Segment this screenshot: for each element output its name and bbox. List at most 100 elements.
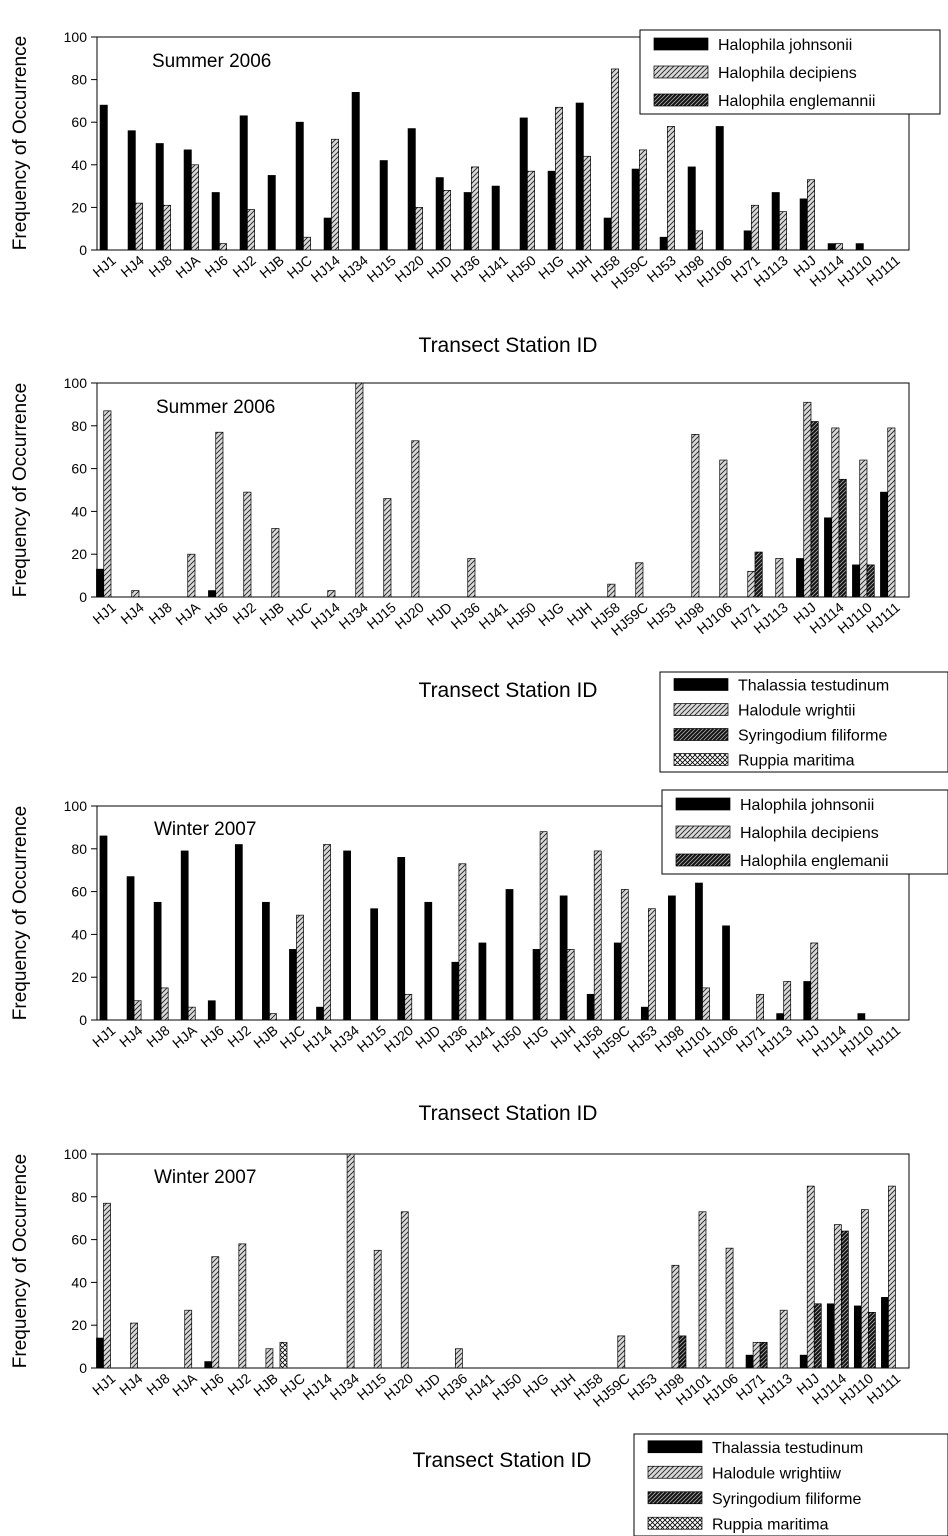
bar-solid [262,901,270,1021]
x-tick-label: HJ4 [118,252,148,280]
bar-solid [799,198,808,251]
bar-hatch-light [467,558,476,598]
x-tick-label: HJG [520,1022,552,1052]
y-tick-label: 0 [79,242,87,258]
bar-solid [796,558,805,598]
bar-hatch-light [160,987,169,1021]
bar-solid [239,115,248,251]
y-axis-label: Frequency of Occurrence [10,36,31,250]
bar-solid [435,177,444,251]
bar-hatch-light [779,1309,788,1369]
chart-panel-1: 0 20 40 60 80 100 Frequency of Occurrence Summe… [10,29,941,357]
bar-hatch-light [471,166,479,251]
legend-label: Thalassia testudinum [712,1440,863,1457]
y-tick-label: 80 [71,841,87,857]
bar-hatch-light [691,434,700,598]
bar-hatch-light [163,204,171,251]
x-tick-label: HJ41 [476,252,511,285]
x-tick-label: HJ1 [90,599,120,627]
bar-solid [745,1354,754,1369]
x-tick-label: HJ36 [448,252,483,285]
bar-hatch-dark [866,564,875,598]
bar-hatch-dark [759,1341,768,1369]
x-tick-label: HJA [172,252,203,282]
bar-solid [857,1013,866,1021]
x-tick-label: HJB [256,599,287,628]
bar-hatch-light [635,562,644,598]
bar-solid [715,126,724,251]
x-tick-label: HJ15 [354,1022,389,1055]
x-tick-label: HJ2 [224,1370,254,1398]
y-tick-label: 0 [79,1012,87,1028]
bar-hatch-light [303,236,311,251]
bar-solid [463,192,472,251]
x-tick-label: HJ50 [489,1022,524,1055]
x-tick-label: HJB [250,1370,281,1399]
chart-panel-4: 0 20 40 60 80 100 Frequency of Occurrence Winte… [10,1146,948,1536]
bar-solid [547,170,556,251]
y-tick-label: 0 [79,589,87,605]
bar-hatch-light [331,138,339,251]
bar-solid [208,590,217,598]
y-tick-label: 40 [71,926,87,942]
x-tick-label: HJ4 [116,1022,146,1050]
x-tick-label: HJ4 [118,599,148,627]
x-tick-label: HJ1 [90,252,120,280]
x-tick-label: HJB [256,252,287,281]
x-tick-label: HJ15 [364,252,399,285]
bar-solid [776,1013,785,1021]
bar-solid [505,889,514,1021]
legend-swatch [673,678,729,691]
bar-hatch-light [103,1202,111,1369]
legend: Halophila johnsonii Halophila decipiens Ha… [661,789,948,875]
bar-hatch-light [265,1348,274,1369]
x-tick-label: HJ53 [624,1370,659,1403]
legend-label: Ruppia maritima [738,753,855,770]
legend-label: Halophila englemannii [718,93,875,110]
bar-hatch-light [404,993,413,1021]
bar-solid [295,121,304,251]
bar-hatch-light [756,993,765,1021]
y-axis-label: Frequency of Occurrence [10,383,31,597]
bar-hatch-light [135,202,143,251]
bar-hatch-light [458,863,467,1021]
legend-swatch [675,825,731,839]
bar-hatch-light [806,1185,815,1369]
bar-hatch-light [647,908,656,1021]
x-tick-label: HJ6 [202,599,232,627]
bar-hatch-light [191,164,199,251]
y-tick-label: 20 [71,1317,87,1333]
bar-solid [204,1361,213,1369]
bar-solid [127,130,136,251]
x-axis-label: Transect Station ID [419,334,598,357]
bar-hatch-light [323,844,331,1021]
bar-solid [799,1354,808,1369]
plot-frame [96,36,910,251]
bar-hatch-light [833,1224,842,1369]
bar-hatch-light [130,1322,138,1369]
bar-hatch-light [620,889,629,1021]
x-tick-label: HJA [172,599,203,629]
x-tick-label: HJ53 [644,599,679,632]
bar-solid [519,117,528,251]
bar-solid [586,993,595,1021]
bar-solid [234,844,243,1021]
x-tick-label: HJ41 [462,1370,497,1403]
x-tick-label: HJ36 [448,599,483,632]
bar-hatch-dark [813,1303,822,1369]
bar-solid [289,949,297,1021]
bar-hatch-light [671,1264,680,1369]
bar-solid [695,882,703,1021]
bar-solid [379,160,388,251]
x-tick-label: HJ2 [224,1022,254,1050]
bar-hatch-light [719,459,728,598]
bar-hatch-light [455,1348,463,1369]
y-tick-label: 0 [79,1360,87,1376]
bar-hatch-dark [838,478,847,598]
x-tick-label: HJ34 [336,599,371,632]
bar-hatch-dark [868,1312,876,1369]
bar-hatch-light [831,427,840,598]
bar-hatch-dark [810,421,819,598]
bar-crosshatch [279,1341,288,1369]
y-tick-label: 40 [71,157,87,173]
